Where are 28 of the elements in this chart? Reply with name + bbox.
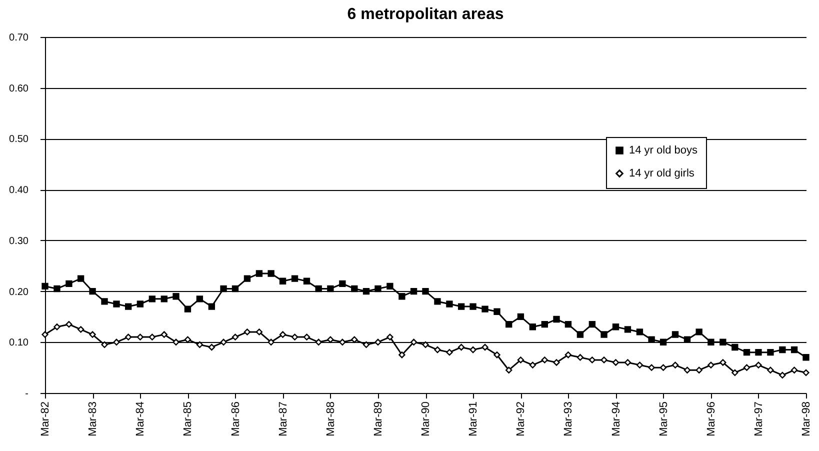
x-tick-label: Mar-90 bbox=[420, 402, 432, 436]
y-tick-label: 0.40 bbox=[9, 185, 29, 196]
x-tick-label: Mar-89 bbox=[372, 402, 384, 436]
y-tick-label: 0.10 bbox=[9, 338, 29, 349]
chart-title: 6 metropolitan areas bbox=[347, 6, 504, 23]
x-tick-label: Mar-86 bbox=[230, 402, 242, 436]
x-tick-label: Mar-94 bbox=[610, 402, 622, 436]
y-tick-label: 0.70 bbox=[9, 32, 29, 44]
y-tick-label: 0.30 bbox=[9, 236, 29, 247]
y-tick-label: 0.60 bbox=[9, 83, 29, 94]
x-tick-label: Mar-95 bbox=[658, 402, 670, 436]
x-tick-label: Mar-96 bbox=[705, 402, 718, 436]
y-tick-label: - bbox=[25, 388, 28, 400]
x-tick-label: Mar-85 bbox=[182, 402, 194, 436]
legend-label: 14 yr old girls bbox=[629, 168, 695, 180]
x-tick-label: Mar-93 bbox=[562, 402, 575, 436]
x-tick-label: Mar-97 bbox=[752, 402, 765, 436]
x-tick-label: Mar-83 bbox=[87, 402, 100, 436]
x-tick-label: Mar-88 bbox=[324, 402, 337, 436]
x-tick-label: Mar-98 bbox=[800, 402, 812, 436]
y-tick-label: 0.50 bbox=[9, 134, 29, 146]
x-tick-label: Mar-82 bbox=[40, 402, 52, 436]
x-tick-label: Mar-87 bbox=[277, 402, 290, 436]
x-tick-label: Mar-91 bbox=[468, 402, 480, 436]
x-tick-label: Mar-84 bbox=[134, 402, 147, 436]
y-tick-label: 0.20 bbox=[9, 286, 29, 298]
x-tick-label: Mar-92 bbox=[515, 402, 528, 436]
legend-label: 14 yr old boys bbox=[629, 144, 698, 156]
